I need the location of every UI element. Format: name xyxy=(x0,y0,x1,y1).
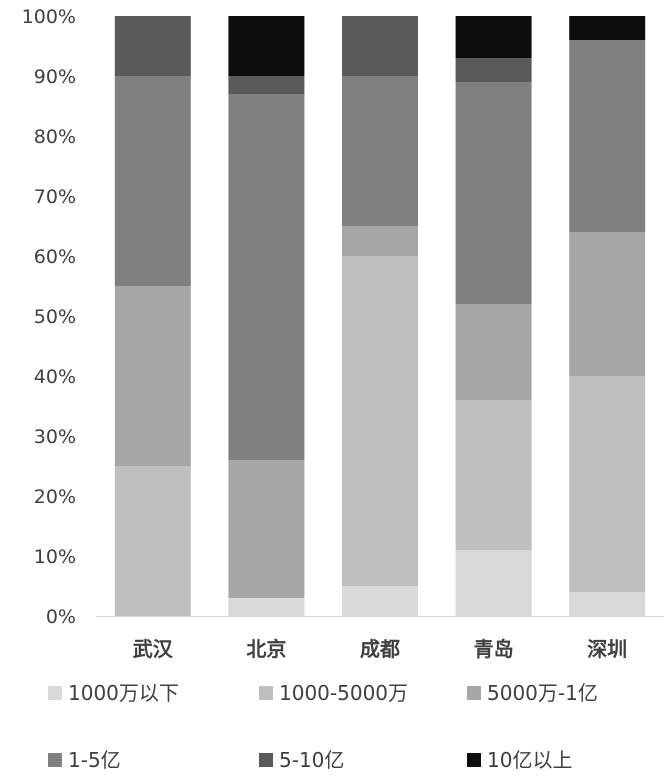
bar-segment xyxy=(455,58,532,82)
legend-label: 10亿以上 xyxy=(487,748,572,772)
legend: 1000万以下 1000-5000万 5000万-1亿 1-5亿 5-10亿 10亿以上 xyxy=(48,681,598,772)
axis-layer: 武汉 北京 成都 青岛 深圳 0% 10% 20% 30% 40% 50% 60% 70% 80% 90% 1… xyxy=(22,6,664,661)
x-tick-label: 成都 xyxy=(360,637,400,661)
legend-label: 1000-5000万 xyxy=(279,681,408,705)
bar-segment xyxy=(569,16,646,40)
legend-label: 1-5亿 xyxy=(68,748,121,772)
bar-segment xyxy=(455,550,532,616)
bar-segment xyxy=(569,232,646,376)
bar-segment xyxy=(228,94,305,460)
bar-segment xyxy=(455,82,532,304)
y-tick-label: 0% xyxy=(46,606,76,628)
y-tick-label: 100% xyxy=(22,6,76,28)
y-tick-label: 60% xyxy=(34,246,76,268)
bar-segment xyxy=(569,40,646,232)
legend-swatch xyxy=(48,753,62,767)
y-tick-label: 30% xyxy=(34,426,76,448)
legend-label: 1000万以下 xyxy=(68,681,179,705)
bar-segment xyxy=(114,16,191,76)
legend-swatch xyxy=(48,686,62,700)
legend-swatch xyxy=(467,686,481,700)
bar-segment xyxy=(455,16,532,58)
y-tick-label: 10% xyxy=(34,546,76,568)
bar-segment xyxy=(342,16,418,76)
bar-segment xyxy=(228,598,305,616)
y-tick-label: 70% xyxy=(34,186,76,208)
bar-segment xyxy=(455,400,532,550)
y-tick-label: 40% xyxy=(34,366,76,388)
bar-segment xyxy=(228,460,305,598)
legend-swatch xyxy=(467,753,481,767)
legend-label: 5-10亿 xyxy=(279,748,344,772)
bar-segment xyxy=(342,586,418,616)
y-tick-label: 50% xyxy=(34,306,76,328)
bar-segment xyxy=(569,376,646,592)
bar-segment xyxy=(228,16,305,76)
bar-segment xyxy=(114,76,191,286)
bar-segment xyxy=(342,256,418,586)
bar-segment xyxy=(569,592,646,616)
legend-swatch xyxy=(259,686,273,700)
legend-label: 5000万-1亿 xyxy=(487,681,598,705)
bar-segment xyxy=(228,76,305,94)
x-tick-label: 深圳 xyxy=(587,637,627,661)
bar-segment xyxy=(114,466,191,616)
y-tick-label: 80% xyxy=(34,126,76,148)
bars-layer xyxy=(114,16,646,616)
x-tick-label: 北京 xyxy=(246,637,286,661)
legend-swatch xyxy=(259,753,273,767)
x-tick-label: 武汉 xyxy=(133,637,174,661)
bar-segment xyxy=(114,286,191,466)
y-tick-label: 90% xyxy=(34,66,76,88)
bar-segment xyxy=(342,76,418,226)
x-tick-label: 青岛 xyxy=(474,637,514,661)
y-tick-label: 20% xyxy=(34,486,76,508)
bar-segment xyxy=(455,304,532,400)
bar-segment xyxy=(342,226,418,256)
